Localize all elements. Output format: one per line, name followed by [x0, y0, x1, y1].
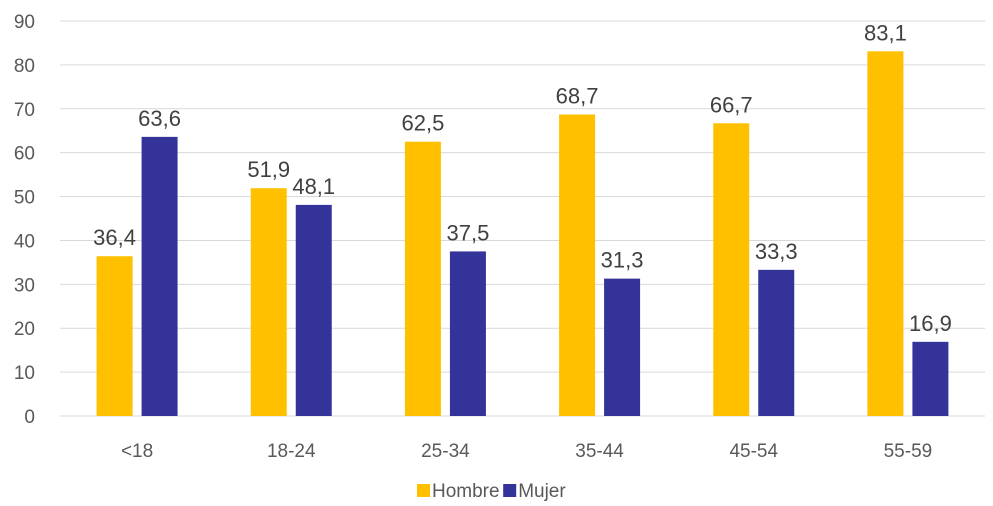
legend-label: Hombre	[432, 481, 500, 502]
legend-item-hombre: Hombre	[417, 481, 500, 502]
bars	[96, 51, 949, 417]
bar-hombre-3	[559, 114, 596, 416]
y-tick-label: 70	[14, 100, 35, 121]
data-label: 68,7	[556, 83, 599, 108]
data-label: 83,1	[864, 20, 907, 45]
x-tick-label: 18-24	[267, 441, 316, 462]
y-tick-label: 90	[14, 12, 35, 33]
bar-mujer-1	[295, 204, 332, 416]
y-tick-label: 40	[14, 231, 35, 252]
bar-hombre-1	[250, 188, 287, 416]
legend-swatch	[417, 484, 430, 497]
bar-hombre-4	[713, 123, 750, 416]
data-label: 33,3	[755, 239, 798, 264]
bar-mujer-5	[912, 341, 949, 416]
data-label: 16,9	[909, 311, 952, 336]
data-label: 31,3	[601, 248, 644, 273]
y-tick-label: 0	[24, 407, 35, 428]
data-label: 63,6	[138, 106, 181, 131]
legend-label: Mujer	[518, 481, 566, 502]
bar-mujer-4	[758, 269, 795, 416]
data-label: 62,5	[402, 111, 445, 136]
x-axis-ticks: <18 18-24 25-34 35-44 45-54 55-59	[121, 441, 932, 462]
bar-hombre-5	[867, 51, 904, 417]
x-tick-label: 45-54	[729, 441, 778, 462]
legend: Hombre Mujer	[417, 481, 566, 502]
bar-mujer-2	[449, 251, 486, 416]
x-tick-label: <18	[121, 441, 153, 462]
x-tick-label: 55-59	[884, 441, 933, 462]
y-tick-label: 10	[14, 363, 35, 384]
y-tick-label: 30	[14, 275, 35, 296]
legend-item-mujer: Mujer	[503, 481, 566, 502]
data-label: 66,7	[710, 92, 753, 117]
data-label: 48,1	[292, 174, 335, 199]
y-axis-ticks: 0 10 20 30 40 50 60 70 80 90	[14, 12, 35, 428]
data-label: 37,5	[447, 220, 490, 245]
y-tick-label: 50	[14, 188, 35, 209]
bar-hombre-0	[96, 256, 133, 416]
bar-mujer-3	[604, 278, 641, 416]
legend-swatch	[503, 484, 517, 497]
y-tick-label: 60	[14, 144, 35, 165]
x-tick-label: 25-34	[421, 441, 470, 462]
bar-mujer-0	[141, 136, 178, 416]
data-label: 51,9	[247, 157, 290, 182]
y-tick-label: 20	[14, 319, 35, 340]
y-tick-label: 80	[14, 56, 35, 77]
data-label: 36,4	[93, 225, 136, 250]
x-tick-label: 35-44	[575, 441, 624, 462]
bar-hombre-2	[404, 141, 441, 416]
gridlines	[60, 20, 985, 417]
data-labels: 36,4 63,6 51,948,1 62,5 37,5 68,7 31,3 66,7 33,3…	[93, 20, 952, 336]
